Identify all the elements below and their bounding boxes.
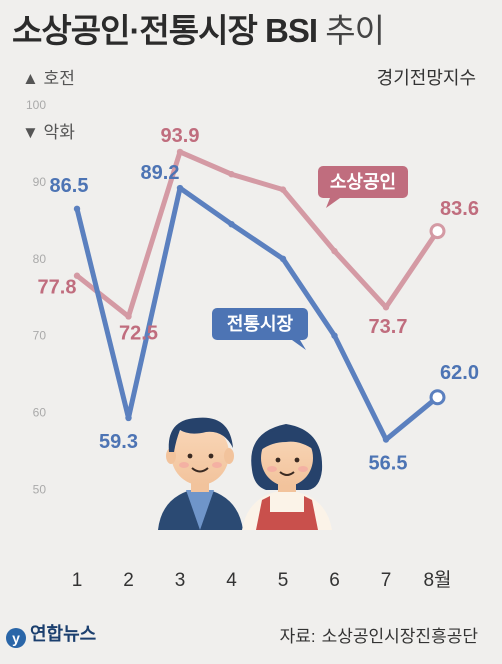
x-tick-label: 4 [226, 570, 237, 591]
chart-title-main: 소상공인·전통시장 BSI [12, 12, 318, 49]
data-label: 77.8 [38, 277, 77, 299]
metric-label: 경기전망지수 [376, 68, 476, 88]
source-note: 자료: 소상공인시장진흥공단 [280, 622, 478, 647]
logo-icon: y [6, 628, 26, 648]
series-tag-tail [326, 198, 340, 208]
data-point [125, 313, 132, 320]
data-point [125, 414, 132, 422]
series-tag-tail [292, 340, 306, 350]
data-point [382, 436, 390, 443]
source-text: 소상공인시장진흥공단 [321, 627, 478, 646]
data-point [176, 148, 184, 156]
data-point [279, 255, 287, 262]
x-tick-label: 8월 [423, 569, 451, 591]
data-label: 93.9 [161, 125, 200, 147]
data-label: 56.5 [369, 453, 408, 475]
chart-title: 소상공인·전통시장 BSI 추이 [12, 4, 385, 52]
series-line [74, 149, 440, 319]
series-tag-bubble [318, 166, 408, 198]
source-prefix: 자료: [279, 627, 316, 646]
data-point [176, 184, 184, 192]
data-point [73, 205, 81, 213]
data-point [279, 186, 287, 193]
series-tag-bubble [212, 308, 308, 340]
data-point [73, 272, 81, 279]
legend-down-label: ▼ 악화 [22, 123, 75, 142]
y-tick-label: 80 [33, 252, 47, 266]
shopkeepers-illustration [158, 417, 332, 530]
x-tick-label: 2 [123, 570, 134, 591]
data-label: 72.5 [119, 322, 158, 344]
x-tick-label: 3 [175, 570, 186, 591]
data-label: 89.2 [141, 162, 180, 184]
logo: y 연합뉴스 [6, 620, 96, 648]
data-label: 59.3 [99, 431, 138, 453]
data-label: 62.0 [440, 362, 479, 384]
series-line [74, 185, 440, 443]
y-tick-label: 70 [33, 329, 47, 343]
woman-figure [242, 424, 332, 530]
data-label: 83.6 [440, 198, 479, 220]
data-point [228, 171, 235, 178]
chart-title-suffix: 추이 [325, 12, 385, 49]
data-point [382, 304, 390, 311]
data-label: 86.5 [50, 175, 89, 197]
series-tag-label: 소상공인 [330, 172, 396, 192]
legend-up-label: ▲ 호전 [22, 69, 75, 88]
y-tick-label: 50 [33, 483, 47, 497]
data-label: 73.7 [369, 316, 408, 338]
x-tick-label: 1 [72, 570, 83, 591]
data-point [228, 220, 235, 228]
logo-text: 연합뉴스 [30, 624, 97, 644]
series-tag-label: 전통시장 [227, 314, 294, 334]
man-figure [158, 417, 243, 530]
x-tick-label: 5 [278, 570, 289, 591]
y-tick-label: 90 [33, 175, 47, 189]
x-tick-label: 6 [329, 570, 340, 591]
y-tick-label: 60 [33, 406, 47, 420]
data-point [429, 389, 446, 406]
data-point [331, 332, 338, 339]
y-tick-label: 100 [26, 98, 46, 112]
x-tick-label: 7 [381, 570, 392, 591]
data-point [331, 247, 338, 255]
data-point [429, 223, 446, 240]
